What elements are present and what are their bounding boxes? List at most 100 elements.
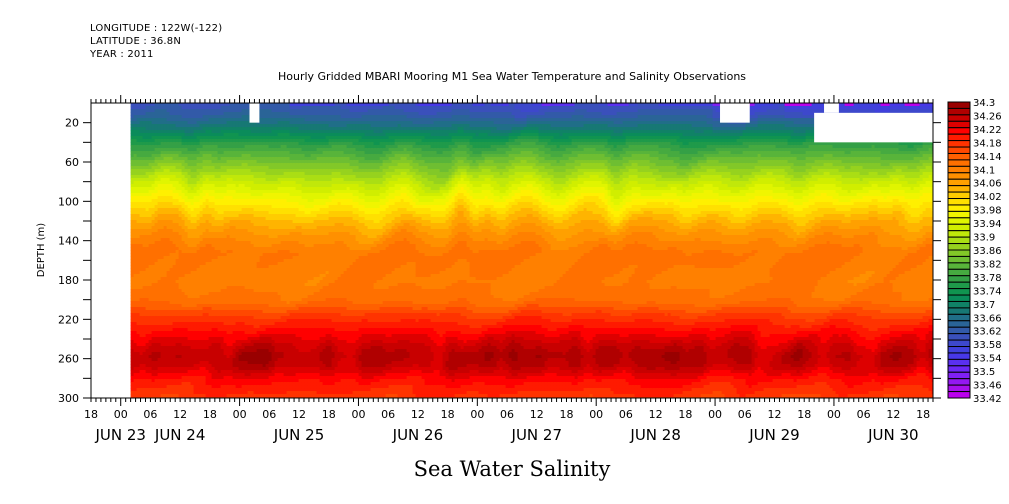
field-cell (209, 187, 213, 191)
field-cell (200, 310, 204, 314)
field-cell (212, 331, 216, 335)
field-cell (143, 343, 147, 347)
field-cell (155, 226, 159, 230)
field-cell (239, 142, 243, 146)
field-cell (269, 295, 273, 299)
field-cell (200, 169, 204, 173)
field-cell (200, 205, 204, 209)
field-cell (266, 175, 270, 179)
field-cell (221, 382, 225, 386)
field-cell (188, 265, 192, 269)
field-cell (203, 163, 207, 167)
field-cell (200, 349, 204, 353)
field-cell (281, 196, 285, 200)
field-cell (137, 151, 141, 155)
field-cell (194, 211, 198, 215)
field-cell (224, 322, 228, 326)
field-cell (200, 307, 204, 311)
field-cell (143, 172, 147, 176)
field-cell (203, 352, 207, 356)
field-cell (131, 319, 135, 323)
field-cell (134, 157, 138, 161)
field-cell (140, 283, 144, 287)
field-cell (209, 244, 213, 248)
field-cell (152, 247, 156, 251)
field-cell (164, 343, 168, 347)
field-cell (143, 205, 147, 209)
field-cell (248, 217, 252, 221)
field-cell (263, 193, 267, 197)
field-cell (278, 151, 282, 155)
field-cell (275, 310, 279, 314)
field-cell (239, 259, 243, 263)
field-cell (185, 220, 189, 224)
field-cell (158, 283, 162, 287)
field-cell (134, 358, 138, 362)
field-cell (176, 112, 180, 116)
field-cell (242, 160, 246, 164)
field-cell (251, 175, 255, 179)
field-cell (281, 142, 285, 146)
field-cell (155, 133, 159, 137)
field-cell (227, 310, 231, 314)
field-cell (206, 175, 210, 179)
field-cell (167, 130, 171, 134)
field-cell (185, 271, 189, 275)
field-cell (251, 154, 255, 158)
field-cell (194, 316, 198, 320)
field-cell (134, 232, 138, 236)
field-cell (269, 226, 273, 230)
chart-title: Hourly Gridded MBARI Mooring M1 Sea Wate… (278, 70, 746, 83)
field-cell (149, 355, 153, 359)
field-cell (173, 241, 177, 245)
field-cell (263, 235, 267, 239)
field-cell (263, 118, 267, 122)
field-cell (209, 229, 213, 233)
field-cell (161, 373, 165, 377)
field-cell (173, 181, 177, 185)
field-cell (236, 256, 240, 260)
field-cell (164, 178, 168, 182)
field-cell (209, 115, 213, 119)
field-cell (191, 241, 195, 245)
field-cell (179, 322, 183, 326)
field-cell (206, 130, 210, 134)
field-cell (167, 127, 171, 131)
field-cell (218, 109, 222, 113)
field-cell (266, 139, 270, 143)
field-cell (209, 319, 213, 323)
field-cell (134, 214, 138, 218)
field-cell (194, 283, 198, 287)
field-cell (146, 181, 150, 185)
field-cell (221, 361, 225, 365)
field-cell (182, 370, 186, 374)
field-cell (167, 250, 171, 254)
field-cell (221, 157, 225, 161)
field-cell (143, 148, 147, 152)
field-cell (176, 193, 180, 197)
field-cell (212, 370, 216, 374)
field-cell (218, 343, 222, 347)
field-cell (239, 163, 243, 167)
field-cell (188, 322, 192, 326)
field-cell (266, 367, 270, 371)
field-cell (239, 103, 243, 107)
field-cell (245, 145, 249, 149)
field-cell (143, 349, 147, 353)
field-cell (263, 379, 267, 383)
field-cell (200, 319, 204, 323)
field-cell (173, 112, 177, 116)
field-cell (137, 223, 141, 227)
field-cell (158, 193, 162, 197)
field-cell (263, 121, 267, 125)
field-cell (176, 289, 180, 293)
field-cell (248, 166, 252, 170)
field-cell (146, 241, 150, 245)
field-cell (164, 214, 168, 218)
field-cell (221, 313, 225, 317)
field-cell (251, 358, 255, 362)
field-cell (239, 274, 243, 278)
field-cell (149, 352, 153, 356)
field-cell (221, 238, 225, 242)
field-cell (233, 232, 237, 236)
